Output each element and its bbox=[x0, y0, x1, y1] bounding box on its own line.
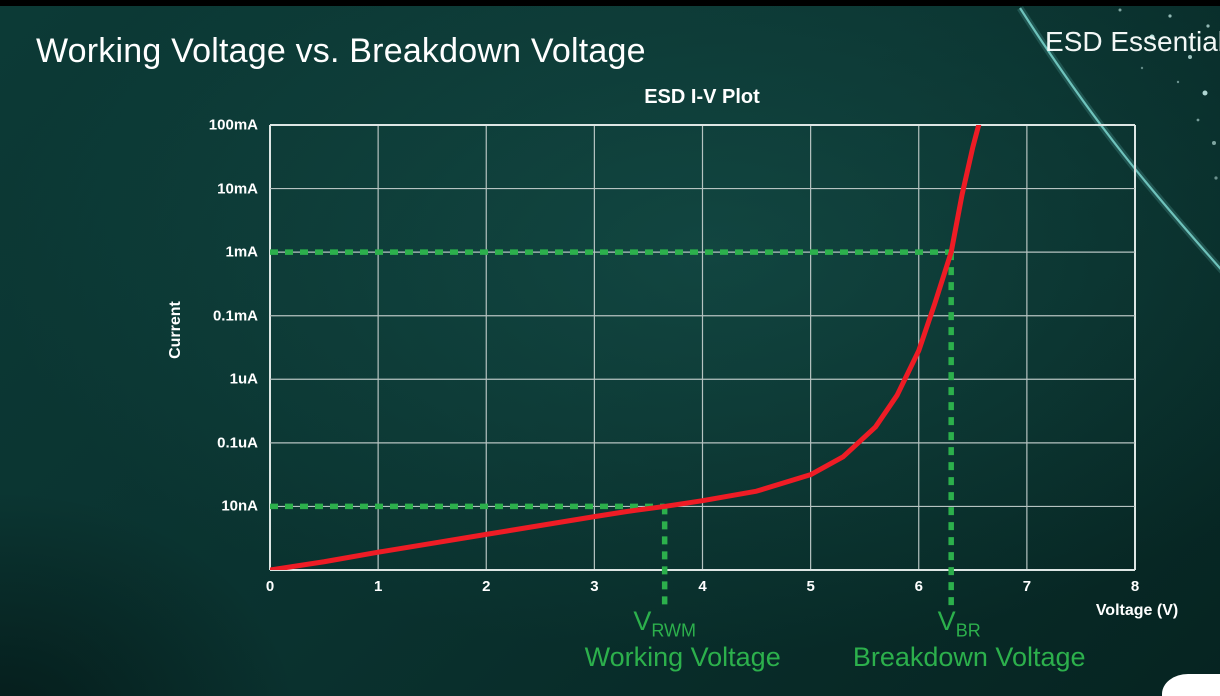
v-symbol: V bbox=[937, 606, 956, 636]
star-dot bbox=[1168, 14, 1172, 18]
swoosh-line bbox=[1017, 6, 1220, 274]
working-voltage-symbol: VRWM bbox=[633, 606, 696, 641]
y-tick-label: 10nA bbox=[221, 497, 258, 515]
slide-title: Working Voltage vs. Breakdown Voltage bbox=[36, 32, 646, 70]
iv-curve bbox=[270, 125, 982, 570]
star-dot bbox=[1202, 90, 1208, 96]
star-dot bbox=[1212, 141, 1216, 145]
y-tick-label: 100mA bbox=[208, 116, 258, 134]
working-voltage-caption: Working Voltage bbox=[584, 642, 781, 672]
corner-artifact bbox=[1162, 674, 1220, 696]
star-dot bbox=[1196, 118, 1200, 122]
v-subscript: BR bbox=[955, 620, 981, 641]
star-dot bbox=[1118, 8, 1122, 12]
y-tick-label: 1mA bbox=[225, 243, 258, 261]
x-tick-label: 0 bbox=[265, 578, 275, 595]
x-tick-label: 5 bbox=[806, 578, 815, 595]
y-tick-label: 10mA bbox=[217, 180, 258, 198]
chart-title: ESD I-V Plot bbox=[644, 86, 760, 108]
y-tick-label: 0.1mA bbox=[212, 307, 258, 325]
x-tick-label: 4 bbox=[698, 578, 707, 595]
x-tick-label: 6 bbox=[914, 578, 923, 595]
x-tick-label: 3 bbox=[590, 578, 599, 595]
y-tick-label: 0.1uA bbox=[217, 434, 258, 452]
top-bar bbox=[0, 0, 1220, 6]
star-dot bbox=[1140, 66, 1144, 70]
x-axis-label: Voltage (V) bbox=[1095, 602, 1179, 619]
x-tick-label: 7 bbox=[1022, 578, 1032, 595]
star-dot bbox=[1214, 176, 1218, 180]
v-symbol: V bbox=[633, 606, 652, 636]
breakdown-voltage-symbol: VBR bbox=[938, 606, 981, 641]
star-dot bbox=[1176, 80, 1180, 84]
breakdown-voltage-caption: Breakdown Voltage bbox=[852, 642, 1086, 672]
star-dots bbox=[1118, 8, 1218, 180]
y-tick-label: 1uA bbox=[229, 370, 258, 388]
star-dot bbox=[1188, 55, 1192, 59]
x-tick-label: 2 bbox=[482, 578, 491, 595]
v-subscript: RWM bbox=[651, 620, 696, 641]
star-dot bbox=[1149, 34, 1155, 40]
x-tick-label: 8 bbox=[1130, 578, 1140, 595]
brand-text: ESD Essential bbox=[1045, 26, 1220, 57]
x-tick-label: 1 bbox=[373, 578, 383, 595]
star-dot bbox=[1206, 24, 1210, 28]
